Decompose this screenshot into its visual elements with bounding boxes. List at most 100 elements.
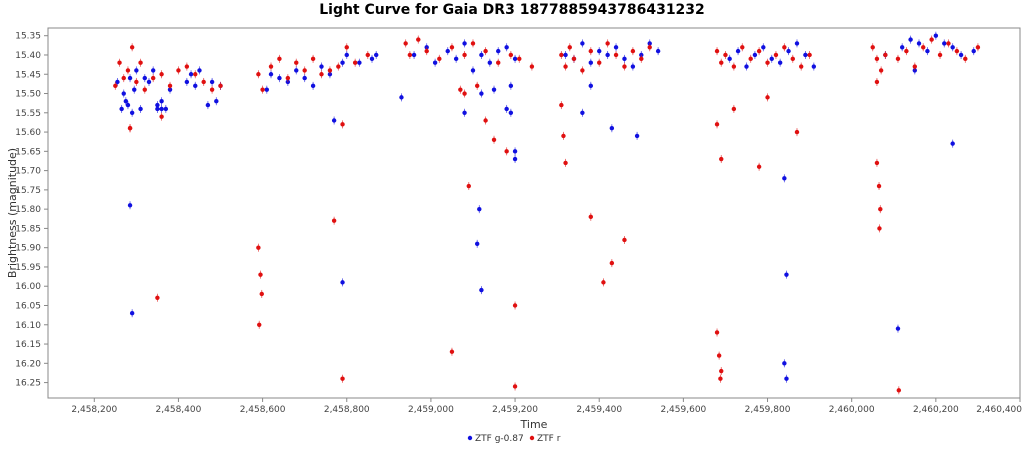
x-tick-label: 2,460,400	[976, 405, 1022, 415]
data-point	[588, 83, 594, 89]
data-point	[563, 64, 568, 69]
data-point	[479, 91, 484, 96]
data-point	[588, 214, 594, 220]
data-point	[878, 68, 884, 73]
data-point	[134, 68, 139, 73]
data-point	[115, 79, 120, 85]
data-point	[563, 52, 568, 58]
data-point	[479, 52, 484, 58]
data-point	[184, 79, 190, 85]
data-point	[336, 64, 341, 69]
data-point	[731, 106, 737, 112]
data-point	[125, 102, 131, 108]
y-tick-label: 15.90	[15, 244, 41, 254]
data-point	[794, 129, 800, 135]
data-point	[209, 79, 215, 85]
data-point	[121, 91, 126, 96]
data-point	[256, 72, 261, 77]
data-point	[874, 79, 880, 85]
data-point	[344, 52, 349, 58]
x-tick-label: 2,459,600	[660, 405, 706, 415]
x-axis-label: Time	[520, 418, 548, 431]
data-point	[449, 349, 455, 354]
data-point	[765, 95, 770, 100]
data-point	[129, 311, 135, 316]
data-point	[167, 83, 173, 89]
data-point	[580, 110, 585, 115]
data-point	[285, 75, 291, 81]
data-point	[571, 56, 577, 62]
data-point	[188, 72, 194, 77]
data-point	[790, 56, 795, 62]
data-point	[714, 122, 720, 127]
data-point	[474, 241, 480, 247]
data-point	[878, 206, 883, 212]
legend-marker	[467, 435, 473, 441]
data-point	[491, 87, 497, 92]
data-point	[310, 83, 316, 89]
data-point	[723, 52, 728, 58]
data-point	[777, 60, 783, 65]
data-point	[883, 52, 888, 58]
data-point	[529, 64, 535, 69]
data-point	[374, 52, 379, 58]
data-point	[622, 237, 627, 243]
x-tick-label: 2,458,800	[324, 405, 370, 415]
y-tick-label: 15.80	[15, 205, 41, 215]
data-point	[925, 48, 930, 54]
data-point	[125, 68, 131, 73]
data-point	[622, 56, 627, 62]
x-tick-label: 2,458,600	[240, 405, 286, 415]
data-point	[784, 272, 789, 277]
data-point	[504, 149, 509, 154]
data-point	[369, 56, 375, 62]
data-point	[950, 141, 955, 146]
data-point	[340, 122, 345, 127]
plot-area	[47, 27, 1021, 399]
data-point	[340, 60, 345, 65]
data-point	[504, 106, 509, 112]
data-point	[352, 60, 358, 65]
data-point	[134, 79, 139, 85]
data-point	[302, 68, 307, 73]
y-tick-label: 15.60	[15, 128, 41, 138]
data-point	[462, 41, 467, 46]
data-point	[896, 388, 902, 393]
data-point	[504, 45, 509, 50]
data-point	[142, 75, 147, 81]
y-tick-label: 16.15	[15, 340, 41, 350]
data-point	[458, 87, 463, 92]
data-point	[462, 110, 467, 115]
data-point	[437, 56, 442, 62]
data-point	[487, 60, 493, 65]
x-axis: 2,458,200 2,458,400 2,458,600 2,458,800 2,45…	[71, 398, 1022, 415]
y-tick-label: 15.35	[15, 32, 41, 42]
data-point	[929, 37, 934, 42]
data-point	[268, 64, 274, 69]
data-point	[916, 41, 922, 46]
data-point	[277, 56, 282, 62]
data-point	[209, 87, 215, 92]
data-point	[479, 287, 484, 293]
legend-label: ZTF g-0.87	[475, 434, 524, 444]
data-point	[588, 48, 594, 54]
data-point	[769, 56, 774, 62]
data-point	[508, 110, 514, 115]
data-point	[129, 110, 135, 115]
x-tick-label: 2,459,800	[745, 405, 791, 415]
data-point	[605, 52, 610, 58]
y-tick-label: 15.70	[15, 167, 41, 177]
data-point	[971, 48, 976, 54]
data-point	[933, 33, 939, 38]
y-tick-label: 15.95	[15, 263, 41, 273]
x-tick-label: 2,459,200	[492, 405, 538, 415]
data-point	[921, 45, 926, 50]
data-point	[559, 102, 564, 108]
x-tick-label: 2,459,000	[408, 405, 454, 415]
data-point	[803, 52, 808, 58]
data-point	[714, 48, 720, 54]
data-point	[259, 291, 264, 297]
data-point	[761, 45, 766, 50]
y-tick-label: 16.25	[15, 379, 41, 389]
data-point	[559, 52, 564, 58]
